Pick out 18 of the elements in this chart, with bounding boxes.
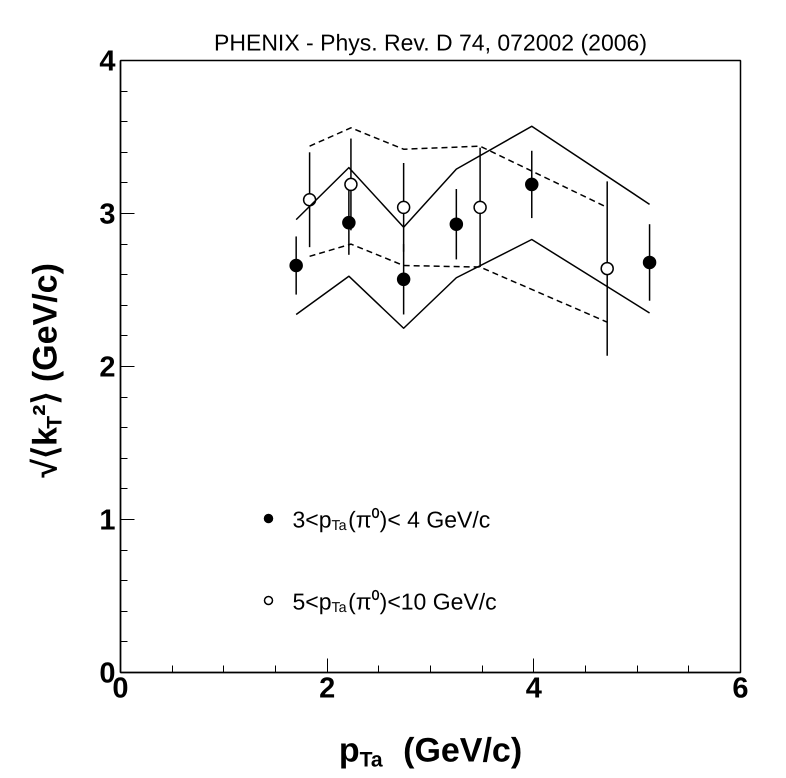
- x-tick-label: 4: [526, 672, 542, 704]
- point: [289, 258, 303, 272]
- y-tick-label: 4: [99, 46, 116, 78]
- y-axis-title: √⟨kT²⟩ (GeV/c): [26, 263, 67, 478]
- point: [473, 200, 487, 214]
- point: [396, 200, 410, 214]
- y-tick-label: 1: [99, 504, 116, 536]
- point: [642, 256, 656, 270]
- point: [450, 217, 464, 231]
- point: [344, 178, 358, 192]
- y-tick-label: 3: [99, 198, 116, 230]
- x-tick-label: 6: [732, 672, 749, 704]
- point: [600, 262, 614, 276]
- chart-title: PHENIX - Phys. Rev. D 74, 072002 (2006): [214, 30, 647, 56]
- y-tick-label: 2: [99, 352, 116, 384]
- x-tick-label: 2: [319, 672, 336, 704]
- point: [396, 272, 410, 286]
- point: [525, 178, 539, 192]
